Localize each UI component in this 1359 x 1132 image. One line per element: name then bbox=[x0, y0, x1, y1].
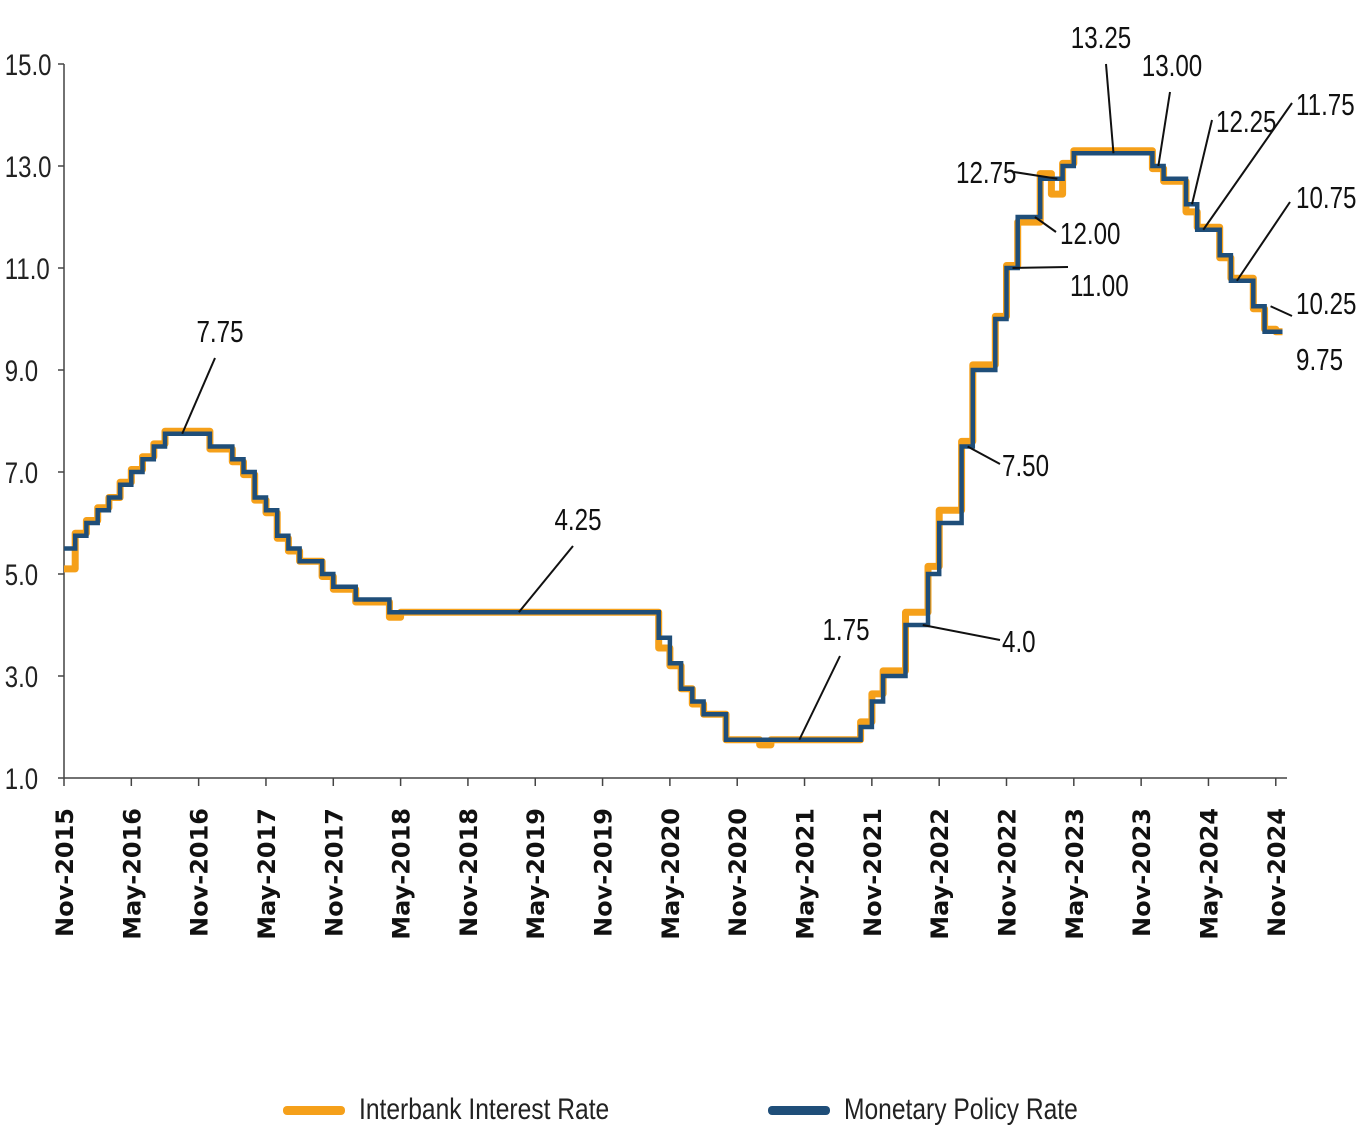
x-tick-label: May-2024 bbox=[1195, 808, 1223, 940]
annotation-label: 10.75 bbox=[1296, 180, 1356, 215]
annotation-label: 7.50 bbox=[1002, 448, 1049, 483]
annotation-label: 9.75 bbox=[1296, 342, 1343, 377]
annotation-leader-line bbox=[1191, 119, 1213, 205]
annotation-label: 1.75 bbox=[822, 612, 869, 647]
x-tick-label: May-2017 bbox=[253, 808, 281, 940]
annotation-leader-line bbox=[518, 545, 574, 613]
annotation-leader-line bbox=[1236, 201, 1291, 282]
y-tick-label: 11.0 bbox=[5, 251, 50, 285]
y-tick-label: 9.0 bbox=[5, 353, 38, 387]
series-line-policy bbox=[64, 151, 1283, 743]
annotation-leader-line bbox=[1157, 91, 1171, 167]
x-tick-label: Nov-2019 bbox=[590, 808, 618, 937]
annotation-label: 11.00 bbox=[1070, 268, 1129, 303]
x-tick-label: May-2021 bbox=[792, 808, 820, 940]
annotation-label: 11.75 bbox=[1296, 87, 1355, 122]
y-tick-label: 5.0 bbox=[5, 557, 38, 591]
y-tick-label: 3.0 bbox=[5, 659, 38, 693]
x-tick-label: May-2022 bbox=[926, 808, 954, 940]
x-tick-label: Nov-2020 bbox=[724, 808, 752, 937]
annotation-leader-line bbox=[181, 357, 216, 435]
x-tick-label: Nov-2023 bbox=[1128, 808, 1156, 937]
legend: Interbank Interest Rate Monetary Policy … bbox=[0, 1088, 1359, 1132]
rates-chart: 1.0 3.0 5.0 7.0 9.0 11.0 13.0 15.0 Nov-2015 May-2… bbox=[5, 20, 1357, 940]
annotation-leader-line bbox=[1202, 102, 1293, 231]
annotation-leader-line bbox=[798, 655, 841, 741]
x-tick-label: Nov-2018 bbox=[455, 808, 483, 937]
legend-swatch-interbank bbox=[283, 1105, 345, 1115]
x-tick-label: Nov-2021 bbox=[859, 808, 887, 937]
annotation-leader-line bbox=[922, 624, 1001, 641]
y-tick-label: 7.0 bbox=[5, 455, 38, 489]
annotation-leader-line bbox=[1034, 216, 1057, 233]
annotation-leader-line bbox=[1105, 63, 1115, 154]
annotation-label: 7.75 bbox=[196, 314, 243, 349]
annotation-leader-line bbox=[967, 445, 1001, 465]
x-tick-label: May-2019 bbox=[522, 808, 550, 940]
annotation-leader-line bbox=[1270, 305, 1293, 317]
x-tick-label: Nov-2024 bbox=[1263, 808, 1291, 937]
legend-swatch-policy bbox=[768, 1105, 830, 1115]
y-tick-label: 13.0 bbox=[5, 149, 52, 183]
annotation-label: 12.00 bbox=[1060, 216, 1120, 251]
x-tick-label: May-2023 bbox=[1061, 808, 1089, 940]
series-layer bbox=[64, 147, 1283, 749]
y-tick-label: 15.0 bbox=[5, 47, 52, 81]
axes-layer: 1.0 3.0 5.0 7.0 9.0 11.0 13.0 15.0 Nov-2015 May-2… bbox=[5, 47, 1291, 939]
x-tick-label: May-2018 bbox=[388, 808, 416, 940]
annotation-label: 4.0 bbox=[1002, 624, 1036, 659]
annotation-label: 12.25 bbox=[1216, 104, 1276, 139]
legend-item-interbank: Interbank Interest Rate bbox=[283, 1088, 664, 1132]
annotation-leader-line bbox=[1012, 266, 1069, 269]
legend-label-policy: Monetary Policy Rate bbox=[844, 1093, 1078, 1126]
annotation-layer: 7.75 4.25 1.75 4.0 7.50 11.00 12.00 12.75 13.25 1… bbox=[181, 20, 1356, 741]
legend-item-policy: Monetary Policy Rate bbox=[768, 1088, 1129, 1132]
x-tick-label: Nov-2016 bbox=[186, 808, 214, 937]
legend-label-interbank: Interbank Interest Rate bbox=[359, 1093, 610, 1126]
annotation-label: 13.00 bbox=[1142, 48, 1202, 83]
annotation-label: 12.75 bbox=[956, 155, 1016, 190]
annotation-label: 4.25 bbox=[554, 502, 601, 537]
x-tick-label: Nov-2022 bbox=[993, 808, 1021, 937]
annotation-leader-line bbox=[1013, 171, 1058, 180]
x-tick-label: May-2020 bbox=[657, 808, 685, 940]
annotation-label: 13.25 bbox=[1071, 20, 1131, 55]
x-tick-label: Nov-2015 bbox=[51, 808, 79, 937]
x-tick-label: Nov-2017 bbox=[320, 808, 348, 937]
annotation-label: 10.25 bbox=[1296, 286, 1356, 321]
x-tick-label: May-2016 bbox=[118, 808, 146, 940]
y-tick-label: 1.0 bbox=[5, 761, 38, 795]
